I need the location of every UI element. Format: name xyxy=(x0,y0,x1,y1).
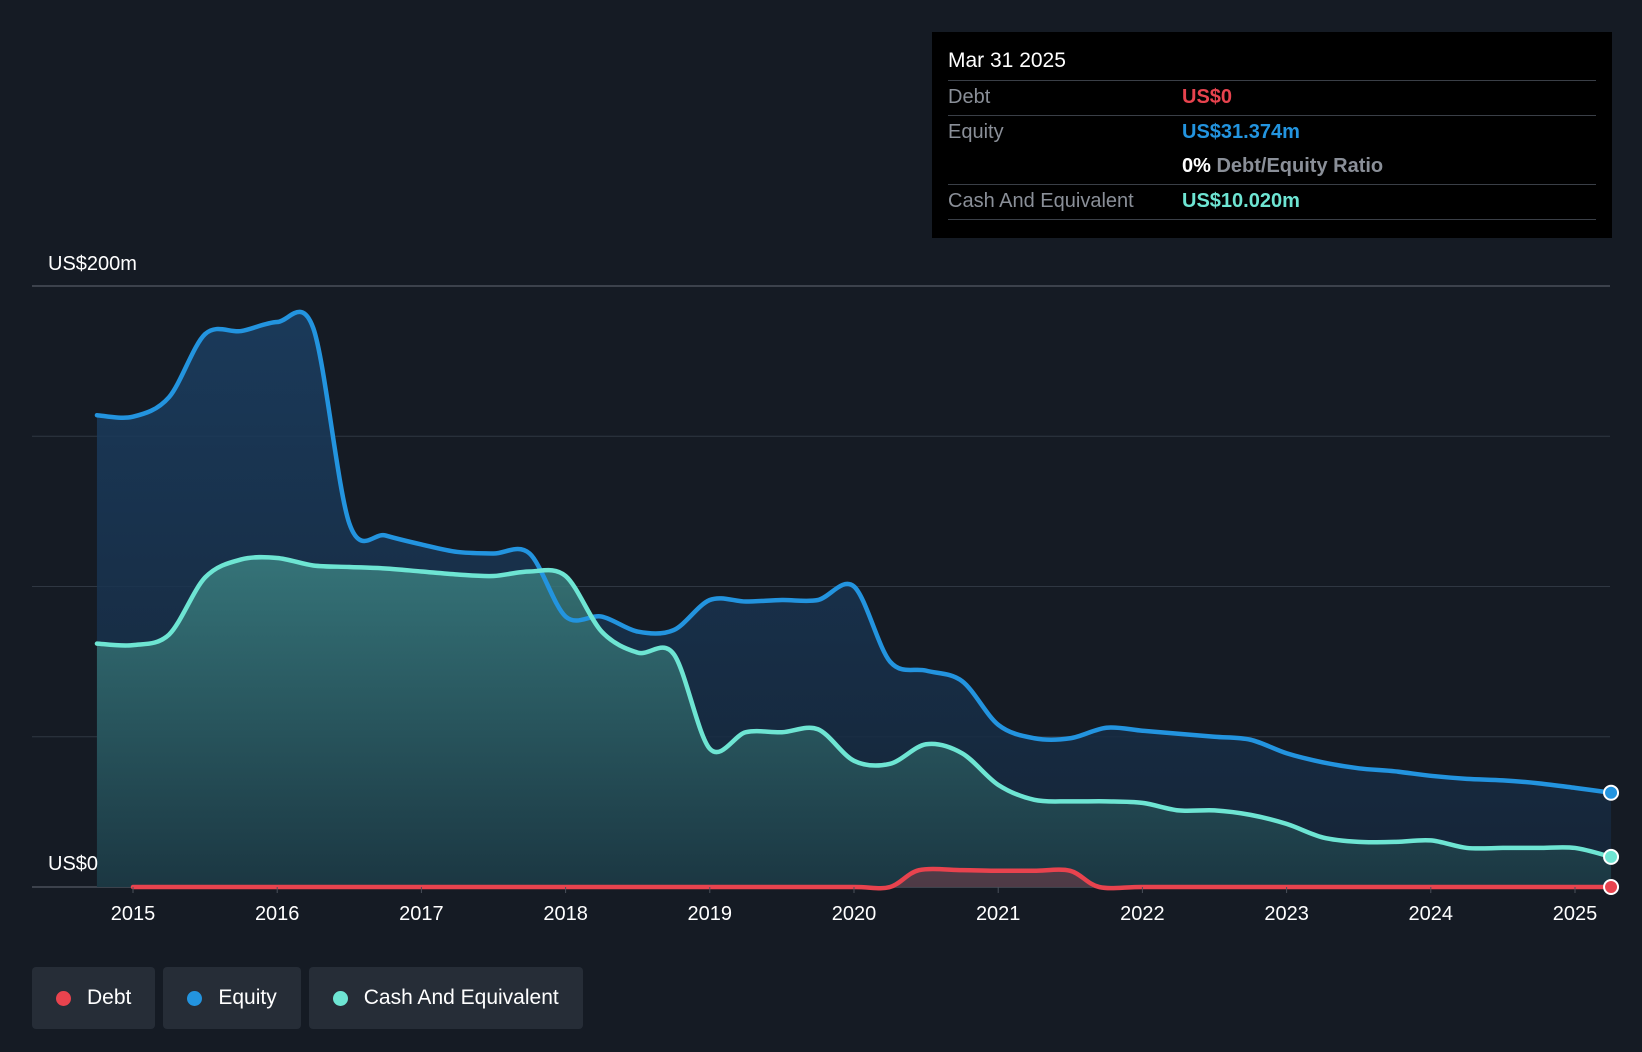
tooltip-equity-label: Equity xyxy=(948,121,1004,143)
tooltip-cash-label: Cash And Equivalent xyxy=(948,190,1134,212)
cash-end-marker xyxy=(1603,848,1620,865)
x-tick-label: 2018 xyxy=(543,903,588,925)
x-tick-label: 2024 xyxy=(1409,903,1454,925)
tooltip-panel: Mar 31 2025 Debt US$0 Equity US$31.374m … xyxy=(932,32,1612,238)
x-tick-label: 2021 xyxy=(976,903,1021,925)
tooltip-row-ratio: 0% Debt/Equity Ratio xyxy=(948,150,1596,185)
debt-dot-icon xyxy=(56,990,71,1006)
tooltip-date: Mar 31 2025 xyxy=(948,46,1596,81)
x-tick-label: 2016 xyxy=(255,903,300,925)
legend-debt-label: Debt xyxy=(87,986,132,1009)
x-tick-label: 2015 xyxy=(111,903,156,925)
equity-line xyxy=(94,309,1614,795)
legend-equity-label: Equity xyxy=(218,986,277,1009)
legend-item-cash[interactable]: Cash And Equivalent xyxy=(308,967,583,1029)
x-axis: 2015 2016 2017 2018 2019 2020 2021 2022 2023 2024… xyxy=(111,887,1598,925)
x-tick-label: 2025 xyxy=(1553,903,1598,925)
tooltip-debt-label: Debt xyxy=(948,86,991,108)
y-axis-bottom-label: US$0 xyxy=(48,853,98,875)
x-tick-label: 2022 xyxy=(1120,903,1165,925)
tooltip-row-debt: Debt US$0 xyxy=(948,81,1596,116)
legend-item-debt[interactable]: Debt xyxy=(32,967,156,1029)
tooltip-equity-value: US$31.374m xyxy=(1182,121,1300,143)
end-markers xyxy=(1603,784,1620,895)
areas xyxy=(96,311,1612,889)
x-tick-label: 2023 xyxy=(1264,903,1309,925)
tooltip-row-cash: Cash And Equivalent US$10.020m xyxy=(948,185,1596,220)
y-axis-top-label: US$200m xyxy=(48,253,137,275)
x-tick-label: 2017 xyxy=(399,903,444,925)
cash-line xyxy=(94,554,1614,860)
legend: Debt Equity Cash And Equivalent xyxy=(32,967,583,1029)
tooltip-ratio-label: Debt/Equity Ratio xyxy=(1216,155,1384,177)
legend-item-equity[interactable]: Equity xyxy=(163,967,301,1029)
x-tick-label: 2019 xyxy=(688,903,733,925)
tooltip-row-equity: Equity US$31.374m xyxy=(948,116,1596,150)
tooltip-cash-value: US$10.020m xyxy=(1182,190,1300,212)
debt-end-marker xyxy=(1603,879,1620,895)
tooltip-debt-value: US$0 xyxy=(1182,86,1233,108)
equity-end-marker xyxy=(1603,784,1620,801)
legend-cash-label: Cash And Equivalent xyxy=(363,986,559,1009)
tooltip-ratio-value: 0% xyxy=(1182,155,1211,177)
x-tick-label: 2020 xyxy=(832,903,877,925)
cash-area xyxy=(96,557,1612,887)
cash-dot-icon xyxy=(332,990,348,1006)
equity-dot-icon xyxy=(187,990,203,1006)
